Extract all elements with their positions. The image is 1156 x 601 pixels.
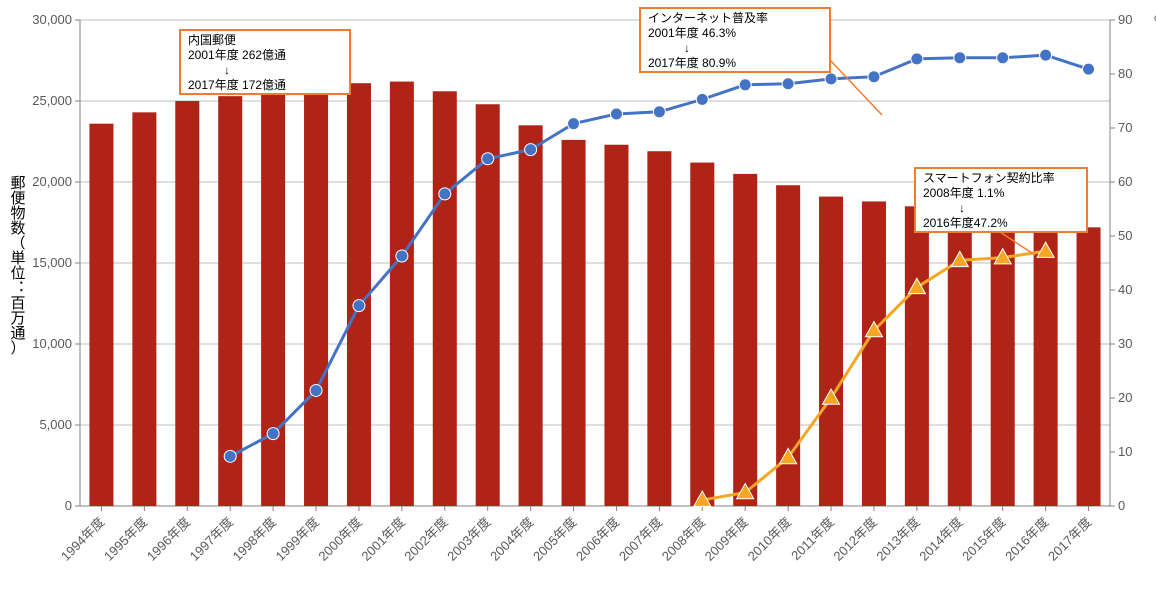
postal-bar: [562, 140, 586, 506]
postal-bar: [89, 124, 113, 506]
smartphone-note-text: スマートフォン契約比率: [923, 170, 1055, 185]
internet-marker: [1083, 63, 1095, 75]
internet-marker: [911, 53, 923, 65]
internet-marker: [525, 144, 537, 156]
smartphone-note-text: 2016年度47.2%: [923, 215, 1008, 230]
internet-marker: [782, 78, 794, 90]
postal-bar: [862, 201, 886, 506]
postal-bar: [132, 112, 156, 506]
internet-marker: [224, 450, 236, 462]
internet-marker: [653, 106, 665, 118]
internet-marker: [310, 384, 322, 396]
left-tick-label: 5,000: [39, 417, 72, 432]
postal-bar: [733, 174, 757, 506]
postal-bar: [218, 96, 242, 506]
right-tick-label: 50: [1118, 228, 1132, 243]
left-tick-label: 10,000: [32, 336, 72, 351]
postal-bar: [519, 125, 543, 506]
internet-marker: [267, 428, 279, 440]
left-tick-label: 20,000: [32, 174, 72, 189]
postal-bar: [433, 91, 457, 506]
postal-bar: [1077, 227, 1101, 506]
right-tick-label: 80: [1118, 66, 1132, 81]
right-tick-label: 10: [1118, 444, 1132, 459]
internet-marker: [568, 118, 580, 130]
internet-marker: [1040, 49, 1052, 61]
internet-marker: [868, 71, 880, 83]
internet-marker: [439, 188, 451, 200]
postal-bar: [905, 206, 929, 506]
postal-note-text: ↓: [188, 63, 230, 77]
right-tick-label: 0: [1118, 498, 1125, 513]
right-tick-label: 70: [1118, 120, 1132, 135]
right-tick-label: 40: [1118, 282, 1132, 297]
chart-svg: 0 5,000 10,000 15,000 20,000 25,000 30,000 0 10 2…: [0, 0, 1156, 601]
postal-bar: [604, 145, 628, 506]
svg-text:）: ）: [10, 340, 25, 357]
postal-bar: [261, 93, 285, 506]
internet-note-text: インターネット普及率: [648, 10, 768, 25]
internet-note-text: ↓: [648, 41, 690, 55]
postal-bar: [304, 90, 328, 506]
internet-marker: [739, 79, 751, 91]
chart-root: 0 5,000 10,000 15,000 20,000 25,000 30,000 0 10 2…: [0, 0, 1156, 601]
left-tick-label: 15,000: [32, 255, 72, 270]
postal-note-text: 内国郵便: [188, 33, 236, 47]
internet-note-text: 2001年度 46.3%: [648, 25, 736, 40]
internet-marker: [825, 73, 837, 85]
postal-bar: [819, 197, 843, 506]
left-axis-label: 郵便物数（単位︓百万通）: [10, 175, 25, 357]
postal-bar: [690, 163, 714, 506]
postal-bar: [1034, 219, 1058, 506]
postal-note-text: 2017年度 172億通: [188, 77, 286, 92]
internet-note-text: 2017年度 80.9%: [648, 55, 736, 70]
internet-marker: [396, 250, 408, 262]
postal-bar: [390, 82, 414, 506]
smartphone-note-text: ↓: [923, 201, 965, 215]
internet-marker: [610, 108, 622, 120]
internet-marker: [997, 52, 1009, 64]
internet-marker: [482, 153, 494, 165]
postal-note-text: 2001年度 262億通: [188, 47, 286, 62]
postal-bar: [647, 151, 671, 506]
internet-marker: [696, 93, 708, 105]
internet-marker: [954, 52, 966, 64]
postal-bar: [175, 101, 199, 506]
left-tick-label: 30,000: [32, 12, 72, 27]
right-tick-label: 30: [1118, 336, 1132, 351]
internet-marker: [353, 300, 365, 312]
right-tick-label: 90: [1118, 12, 1132, 27]
smartphone-note-text: 2008年度 1.1%: [923, 185, 1005, 200]
left-tick-label: 25,000: [32, 93, 72, 108]
left-tick-label: 0: [65, 498, 72, 513]
right-tick-label: 60: [1118, 174, 1132, 189]
right-tick-label: 20: [1118, 390, 1132, 405]
